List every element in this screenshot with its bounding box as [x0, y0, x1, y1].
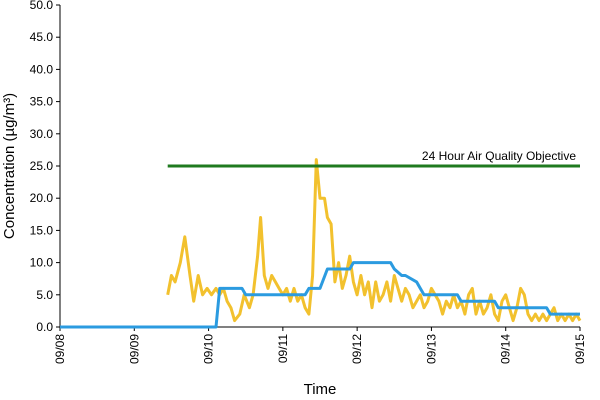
x-tick-label: 09/09: [127, 334, 141, 364]
y-tick-label: 10.0: [30, 256, 54, 270]
x-tick-label: 09/08: [53, 334, 67, 364]
y-tick-label: 15.0: [30, 223, 54, 237]
x-tick-label: 09/13: [424, 334, 438, 364]
y-tick-label: 35.0: [30, 95, 54, 109]
x-axis-label: Time: [304, 381, 337, 398]
y-tick-label: 0.0: [36, 320, 53, 334]
y-tick-label: 25.0: [30, 159, 54, 173]
x-tick-label: 09/10: [202, 334, 216, 364]
x-tick-label: 09/14: [499, 334, 513, 364]
x-tick-label: 09/15: [573, 334, 587, 364]
y-tick-label: 5.0: [36, 288, 53, 302]
series-line: [166, 158, 582, 323]
series-line: [60, 261, 580, 329]
y-tick-label: 50.0: [30, 0, 54, 12]
x-tick-label: 09/11: [276, 334, 290, 363]
y-tick-label: 45.0: [30, 30, 54, 44]
y-tick-label: 20.0: [30, 191, 54, 205]
y-axis-label: Concentration (µg/m³): [1, 93, 18, 239]
y-tick-label: 40.0: [30, 62, 54, 76]
x-tick-label: 09/12: [350, 334, 364, 364]
annotation: 24 Hour Air Quality Objective: [422, 149, 576, 163]
y-tick-label: 30.0: [30, 127, 54, 141]
